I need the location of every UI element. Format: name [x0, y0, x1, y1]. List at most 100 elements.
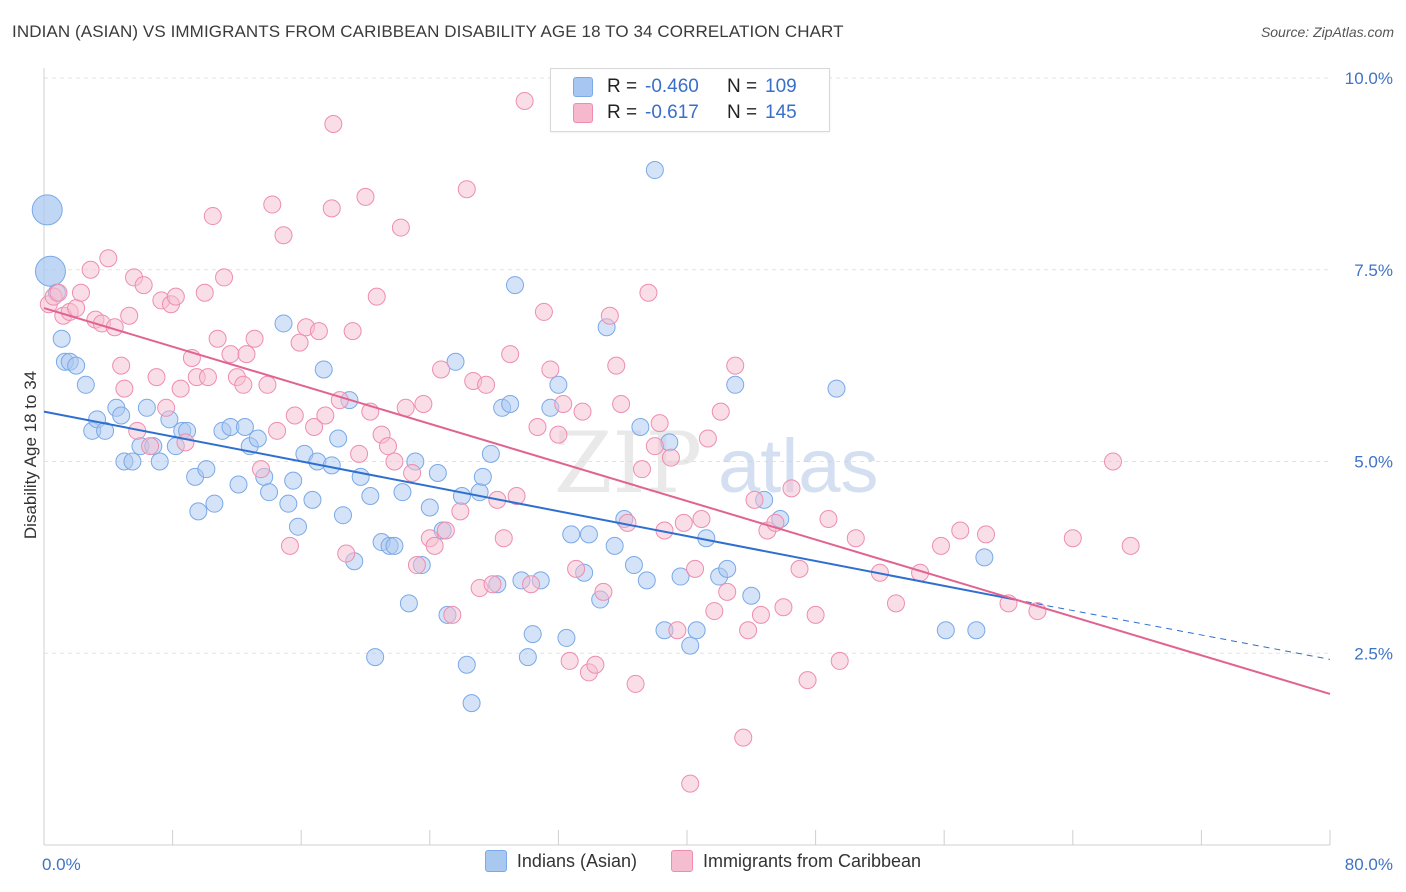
data-point: [285, 406, 304, 425]
data-point: [698, 429, 717, 448]
data-point: [534, 302, 553, 321]
data-point: [624, 556, 643, 575]
legend-n-value: 109: [765, 76, 797, 97]
legend-swatch-indians: [573, 77, 593, 97]
data-point: [567, 559, 586, 578]
data-point: [573, 402, 592, 421]
data-point: [385, 536, 404, 555]
data-point: [280, 536, 299, 555]
data-point: [203, 207, 222, 226]
data-point: [830, 651, 849, 670]
data-point: [67, 356, 86, 375]
data-point: [931, 536, 950, 555]
data-point: [436, 521, 455, 540]
data-point: [607, 356, 626, 375]
data-point: [366, 648, 385, 667]
data-point: [687, 621, 706, 640]
data-point: [1121, 536, 1140, 555]
data-point: [600, 306, 619, 325]
data-point: [562, 525, 581, 544]
data-point: [579, 525, 598, 544]
data-point: [976, 525, 995, 544]
data-point: [745, 490, 764, 509]
data-point: [245, 329, 264, 348]
data-point: [333, 506, 352, 525]
data-point: [457, 655, 476, 674]
data-point: [120, 306, 139, 325]
watermark: ZIP atlas: [554, 414, 879, 512]
data-point: [705, 602, 724, 621]
data-point: [626, 674, 645, 693]
data-point: [523, 625, 542, 644]
data-point: [451, 502, 470, 521]
data-point: [147, 368, 166, 387]
data-point: [76, 375, 95, 394]
x-tick-label: 0.0%: [42, 855, 81, 874]
y-tick-labels: 2.5% 5.0% 7.5% 10.0%: [1345, 69, 1393, 663]
data-point: [115, 379, 134, 398]
data-point: [951, 521, 970, 540]
data-point: [798, 671, 817, 690]
data-point: [522, 575, 541, 594]
data-point: [414, 394, 433, 413]
data-point: [549, 375, 568, 394]
data-point: [462, 694, 481, 713]
data-point: [742, 586, 761, 605]
data-point: [205, 494, 224, 513]
data-point: [195, 283, 214, 302]
data-point: [391, 218, 410, 237]
data-point: [645, 437, 664, 456]
data-point: [443, 605, 462, 624]
legend-r-value: -0.617: [645, 102, 699, 123]
data-point: [605, 536, 624, 555]
data-point: [361, 487, 380, 506]
data-point: [751, 605, 770, 624]
y-tick-label: 10.0%: [1345, 69, 1393, 88]
data-point: [237, 345, 256, 364]
legend-swatch-caribbean: [573, 103, 593, 123]
data-point: [141, 437, 160, 456]
data-point: [586, 655, 605, 674]
data-point: [674, 513, 693, 532]
data-point: [718, 559, 737, 578]
data-point: [248, 429, 267, 448]
y-tick-label: 2.5%: [1354, 644, 1393, 663]
data-point: [112, 356, 131, 375]
data-point: [739, 621, 758, 640]
data-point: [726, 375, 745, 394]
data-point: [428, 464, 447, 483]
data-point: [49, 283, 68, 302]
data-point: [557, 628, 576, 647]
legend-item-caribbean[interactable]: Immigrants from Caribbean: [670, 850, 921, 872]
data-point: [671, 567, 690, 586]
trend-line-caribbean: [43, 307, 1331, 695]
legend-row-indians: R = -0.460 N = 109: [573, 74, 797, 100]
data-point: [452, 487, 471, 506]
data-point: [432, 360, 451, 379]
data-point: [420, 498, 439, 517]
x-tick-labels: 0.0% 80.0%: [42, 855, 1393, 874]
data-point: [189, 502, 208, 521]
y-axis-label: Disability Age 18 to 34: [21, 371, 40, 539]
data-point: [446, 352, 465, 371]
data-point: [157, 398, 176, 417]
y-tick-label: 5.0%: [1354, 453, 1393, 472]
data-point: [494, 529, 513, 548]
data-point: [215, 268, 234, 287]
data-point: [827, 379, 846, 398]
data-point: [112, 406, 131, 425]
legend-item-indians[interactable]: Indians (Asian): [484, 850, 637, 872]
data-point: [329, 429, 348, 448]
data-point: [268, 421, 287, 440]
correlation-legend: R = -0.460 N = 109 R = -0.617 N = 145: [550, 68, 830, 132]
data-point: [560, 651, 579, 670]
data-point: [52, 329, 71, 348]
data-point: [252, 460, 271, 479]
data-point: [470, 483, 489, 502]
data-point: [425, 536, 444, 555]
trend-extension-indians: [1014, 599, 1331, 660]
legend-row-caribbean: R = -0.617 N = 145: [573, 100, 797, 126]
data-point: [483, 575, 502, 594]
trend-layer: [43, 307, 1331, 695]
data-point: [549, 425, 568, 444]
